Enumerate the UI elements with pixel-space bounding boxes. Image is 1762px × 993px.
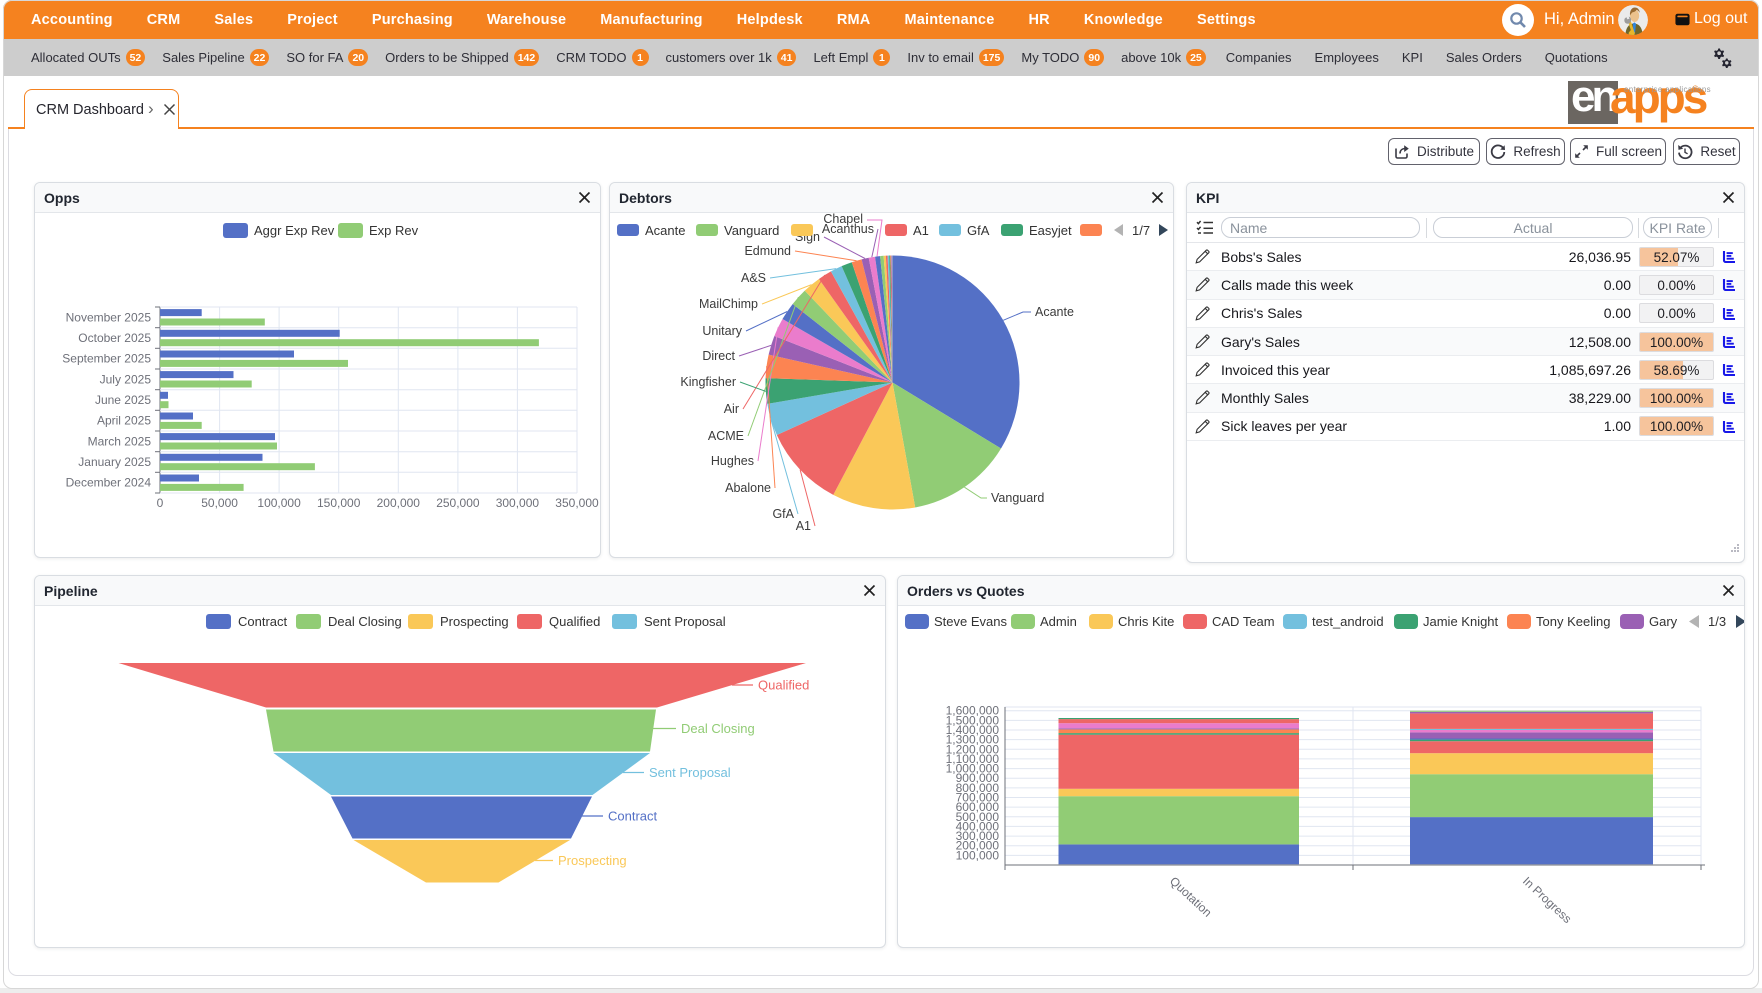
svg-text:Prospecting: Prospecting (558, 853, 627, 868)
svg-text:CAD Team: CAD Team (1212, 614, 1275, 629)
svg-text:test_android: test_android (1312, 614, 1384, 629)
svg-text:Jamie Knight: Jamie Knight (1423, 614, 1499, 629)
svg-text:Contract: Contract (608, 809, 658, 824)
svg-text:A1: A1 (913, 223, 929, 238)
svg-text:300,000: 300,000 (956, 829, 1000, 843)
svg-text:Edmund: Edmund (744, 244, 791, 258)
svg-text:MailChimp: MailChimp (699, 297, 758, 311)
svg-text:100,000: 100,000 (257, 496, 301, 510)
svg-text:April 2025: April 2025 (97, 414, 151, 428)
svg-text:Hughes: Hughes (711, 454, 754, 468)
svg-text:800,000: 800,000 (956, 781, 1000, 795)
svg-text:November 2025: November 2025 (66, 310, 152, 324)
svg-text:1,400,000: 1,400,000 (946, 723, 1000, 737)
svg-text:Kingfisher: Kingfisher (680, 375, 736, 389)
svg-text:Sent Proposal: Sent Proposal (644, 614, 726, 629)
svg-text:100,000: 100,000 (956, 848, 1000, 862)
svg-text:In Progress: In Progress (1520, 874, 1574, 926)
svg-text:900,000: 900,000 (956, 771, 1000, 785)
svg-text:Prospecting: Prospecting (440, 614, 509, 629)
svg-text:Acante: Acante (1035, 305, 1074, 319)
svg-text:1/7: 1/7 (1132, 223, 1150, 238)
svg-text:500,000: 500,000 (956, 810, 1000, 824)
svg-text:Quotation: Quotation (1167, 874, 1215, 920)
svg-text:1,100,000: 1,100,000 (946, 752, 1000, 766)
svg-text:1,600,000: 1,600,000 (946, 704, 1000, 718)
svg-text:250,000: 250,000 (436, 496, 480, 510)
svg-text:400,000: 400,000 (956, 819, 1000, 833)
svg-text:150,000: 150,000 (317, 496, 361, 510)
svg-text:200,000: 200,000 (956, 839, 1000, 853)
svg-text:1,500,000: 1,500,000 (946, 713, 1000, 727)
svg-text:Easyjet: Easyjet (1029, 223, 1072, 238)
svg-text:Sent Proposal: Sent Proposal (649, 765, 731, 780)
svg-text:A&S: A&S (741, 271, 766, 285)
svg-text:Deal Closing: Deal Closing (328, 614, 402, 629)
svg-text:December 2024: December 2024 (66, 476, 152, 490)
svg-text:Aggr Exp Rev: Aggr Exp Rev (254, 223, 335, 238)
svg-text:200,000: 200,000 (377, 496, 421, 510)
svg-text:October 2025: October 2025 (78, 331, 151, 345)
svg-text:Exp Rev: Exp Rev (369, 223, 419, 238)
svg-text:Vanguard: Vanguard (991, 491, 1044, 505)
svg-text:Tony Keeling: Tony Keeling (1536, 614, 1610, 629)
svg-text:0: 0 (157, 496, 164, 510)
svg-text:50,000: 50,000 (201, 496, 238, 510)
svg-text:GfA: GfA (967, 223, 990, 238)
svg-text:Steve Evans: Steve Evans (934, 614, 1007, 629)
svg-text:Unitary: Unitary (702, 324, 742, 338)
svg-text:ACME: ACME (708, 429, 744, 443)
svg-text:Vanguard: Vanguard (724, 223, 779, 238)
svg-text:350,000: 350,000 (555, 496, 599, 510)
svg-text:Direct: Direct (702, 349, 735, 363)
svg-text:Air: Air (724, 402, 739, 416)
svg-text:Qualified: Qualified (549, 614, 600, 629)
svg-text:June 2025: June 2025 (95, 393, 151, 407)
svg-text:1,300,000: 1,300,000 (946, 733, 1000, 747)
svg-text:700,000: 700,000 (956, 791, 1000, 805)
svg-text:A1: A1 (796, 519, 811, 533)
svg-text:July 2025: July 2025 (100, 372, 152, 386)
svg-text:September 2025: September 2025 (62, 352, 151, 366)
svg-text:Acanthus: Acanthus (822, 222, 874, 236)
svg-text:1,000,000: 1,000,000 (946, 762, 1000, 776)
svg-text:Admin: Admin (1040, 614, 1077, 629)
svg-text:Qualified: Qualified (758, 678, 809, 693)
svg-text:Chapel: Chapel (823, 213, 863, 226)
svg-text:GfA: GfA (772, 507, 794, 521)
svg-text:300,000: 300,000 (496, 496, 540, 510)
svg-text:1/3: 1/3 (1708, 614, 1726, 629)
svg-text:Contract: Contract (238, 614, 288, 629)
svg-text:Abalone: Abalone (725, 481, 771, 495)
svg-text:600,000: 600,000 (956, 800, 1000, 814)
svg-text:January 2025: January 2025 (78, 455, 151, 469)
svg-text:March 2025: March 2025 (88, 434, 152, 448)
svg-text:Deal Closing: Deal Closing (681, 721, 755, 736)
svg-text:Chris Kite: Chris Kite (1118, 614, 1174, 629)
svg-text:Gary: Gary (1649, 614, 1678, 629)
svg-text:Acante: Acante (645, 223, 685, 238)
svg-text:1,200,000: 1,200,000 (946, 742, 1000, 756)
